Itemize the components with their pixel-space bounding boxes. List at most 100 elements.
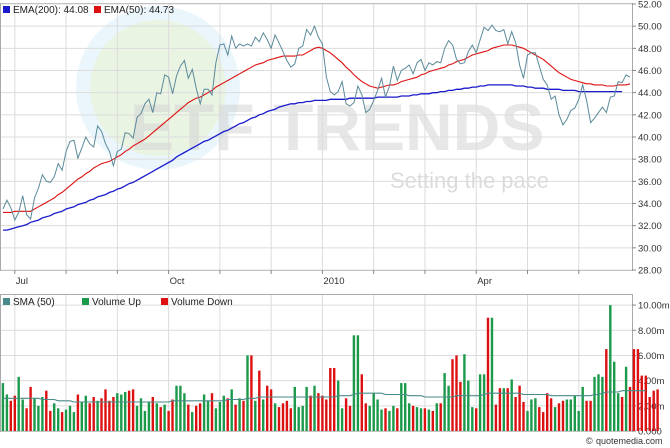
volume-bar-up: [447, 385, 450, 431]
volume-bar-up: [368, 405, 371, 431]
volume-bar-up: [191, 412, 194, 431]
volume-bar-up: [179, 385, 182, 431]
volume-bar-up: [388, 410, 391, 431]
volume-bar-down: [455, 355, 458, 431]
price-x-axis: Jul Oct 2010 Apr: [14, 270, 580, 287]
volume-y-tick-label: 0.000: [638, 427, 662, 438]
price-y-tick-label: 34.00: [638, 199, 662, 210]
volume-bar-down: [561, 400, 565, 431]
volume-sma-line: [3, 390, 646, 403]
volume-bar-down: [92, 397, 95, 431]
volume-bar-up: [273, 403, 277, 431]
volume-bar-up: [415, 407, 419, 431]
price-y-tick-label: 32.00: [638, 221, 662, 232]
volume-bar-down: [151, 397, 154, 431]
volume-series: [1, 305, 659, 431]
watermark-circle-inner: [90, 20, 226, 156]
volume-bar-up: [206, 400, 210, 431]
volume-bar-down: [364, 403, 367, 431]
volume-bar-down: [652, 390, 655, 431]
volume-bar-down: [514, 397, 517, 431]
price-x-tick-label: Apr: [477, 276, 492, 287]
volume-bar-down: [333, 368, 336, 431]
footer-copyright: ©: [586, 436, 593, 446]
volume-bar-down: [281, 403, 285, 431]
volume-bar-down: [285, 400, 289, 431]
price-y-tick-label: 30.00: [638, 243, 662, 254]
volume-bar-up: [41, 397, 44, 431]
volume-y-tick-label: 2.00m: [638, 401, 664, 412]
price-y-axis: 52.00 50.00 48.00 46.00 44.00 42.00 40.00 38.00…: [632, 0, 662, 277]
volume-bar-down: [632, 349, 636, 431]
volume-bar-down: [159, 407, 162, 431]
volume-bar-up: [254, 400, 257, 431]
volume-bar-up: [297, 407, 300, 431]
volume-bar-up: [17, 376, 20, 431]
volume-bar-down: [486, 317, 490, 431]
volume-bar-down: [411, 405, 415, 431]
volume-bar-up: [293, 386, 296, 431]
volume-bar-up: [72, 412, 76, 431]
volume-bar-down: [242, 400, 245, 431]
watermark-tagline: Setting the pace: [390, 168, 549, 193]
price-y-tick-label: 48.00: [638, 44, 662, 55]
volume-bar-up: [593, 376, 596, 431]
volume-bar-up: [96, 400, 99, 431]
volume-bar-down: [439, 403, 442, 431]
legend-volume-down-label: Volume Down: [171, 297, 233, 308]
volume-bar-up: [68, 405, 72, 431]
volume-bar-up: [214, 408, 218, 431]
volume-bar-up: [356, 335, 360, 431]
volume-bar-up: [1, 383, 5, 431]
volume-bar-up: [262, 399, 265, 431]
volume-y-tick-label: 8.00m: [638, 326, 664, 337]
volume-bar-up: [337, 380, 340, 431]
volume-bar-up: [218, 402, 222, 431]
volume-legend: SMA (50) Volume Up Volume Down: [3, 297, 233, 308]
volume-bar-down: [329, 368, 332, 431]
volume-bar-down: [423, 408, 427, 431]
price-x-tick-label: Jul: [16, 276, 28, 287]
volume-bar-up: [21, 399, 24, 431]
volume-bar-down: [127, 390, 131, 431]
volume-bar-down: [258, 370, 261, 431]
volume-bar-up: [502, 388, 505, 431]
volume-bar-down: [171, 399, 174, 431]
volume-bar-up: [597, 374, 600, 431]
volume-bar-down: [656, 389, 659, 431]
legend-volume-down-swatch: [161, 298, 168, 305]
volume-bar-down: [108, 400, 111, 431]
volume-bar-down: [628, 386, 632, 431]
volume-bar-down: [266, 385, 269, 431]
volume-bar-up: [577, 410, 580, 431]
volume-bar-up: [155, 403, 158, 431]
volume-bar-up: [404, 383, 407, 431]
volume-bar-up: [427, 409, 431, 431]
volume-bar-down: [250, 355, 253, 431]
volume-bar-up: [238, 398, 241, 431]
volume-bar-up: [534, 398, 537, 431]
volume-bar-up: [80, 402, 83, 431]
volume-bar-down: [9, 400, 12, 431]
volume-bar-down: [76, 394, 80, 431]
price-x-tick-label: Oct: [170, 276, 185, 287]
price-x-tick-label: 2010: [323, 276, 344, 287]
volume-bar-down: [451, 359, 454, 431]
volume-bar-up: [609, 305, 612, 431]
volume-bar-down: [210, 393, 214, 431]
volume-bar-down: [309, 395, 312, 431]
volume-bar-down: [506, 388, 509, 431]
volume-bar-up: [143, 410, 147, 431]
volume-bar-up: [64, 409, 68, 431]
price-legend: EMA(200): 44.08 EMA(50): 44.73: [3, 5, 174, 16]
volume-bar-down: [384, 408, 387, 431]
volume-bar-down: [49, 410, 52, 431]
volume-bar-up: [183, 393, 186, 431]
legend-ema200-label: EMA(200): 44.08: [13, 5, 89, 16]
volume-bar-up: [526, 410, 529, 431]
volume-y-axis: 10.00m 8.00m 6.00m 4.00m 2.00m 0.000: [632, 301, 670, 438]
volume-bar-up: [246, 355, 249, 431]
volume-y-tick-label: 10.00m: [638, 301, 670, 312]
volume-bar-down: [226, 398, 229, 431]
volume-bar-up: [530, 399, 533, 431]
